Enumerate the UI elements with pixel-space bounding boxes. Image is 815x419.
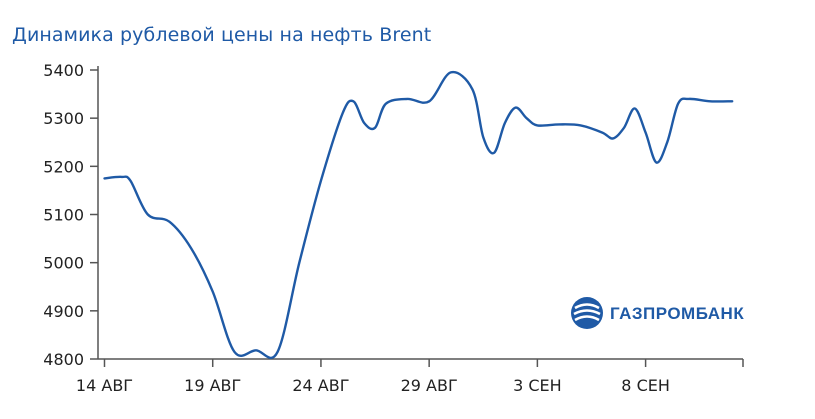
chart-plot-area — [103, 70, 734, 359]
gazprombank-logo-icon — [571, 297, 603, 329]
gazprombank-logo: ГАЗПРОМБАНК — [571, 297, 744, 329]
x-tick-label: 19 АВГ — [184, 376, 241, 395]
y-tick-label: 5100 — [43, 206, 84, 225]
y-tick-label: 5000 — [43, 254, 84, 273]
series-line — [103, 70, 734, 359]
x-tick-label: 29 АВГ — [401, 376, 458, 395]
y-tick-label: 5400 — [43, 61, 84, 80]
gazprombank-logo-text: ГАЗПРОМБАНК — [610, 304, 744, 323]
chart-title: Динамика рублевой цены на нефть Brent — [12, 24, 432, 46]
y-tick-label: 4900 — [43, 302, 84, 321]
x-tick-label: 24 АВГ — [292, 376, 349, 395]
x-tick-label: 3 СЕН — [513, 376, 562, 395]
chart-axes: 4800 4900 5000 5100 5200 5300 5400 14 АВГ 19 АВГ… — [43, 61, 744, 395]
y-tick-label: 5200 — [43, 157, 84, 176]
x-tick-label: 14 АВГ — [76, 376, 133, 395]
y-tick-label: 4800 — [43, 350, 84, 369]
x-tick-label: 8 СЕН — [621, 376, 670, 395]
y-tick-label: 5300 — [43, 109, 84, 128]
